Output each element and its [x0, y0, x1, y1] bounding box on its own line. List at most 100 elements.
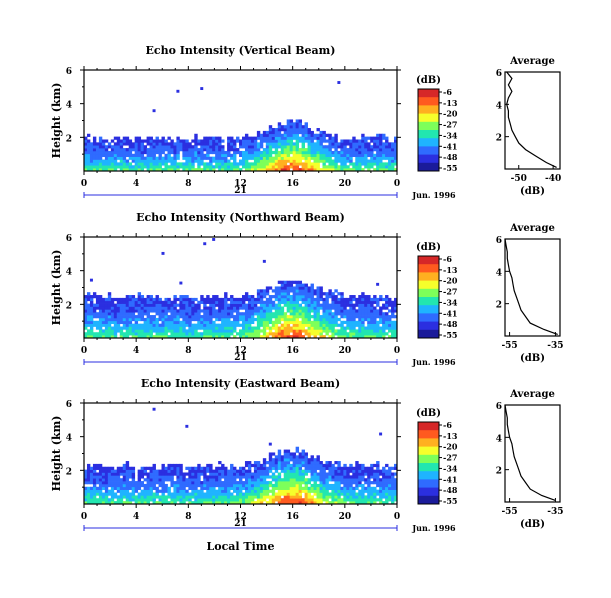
heatmap-cell	[268, 306, 273, 310]
heatmap-cell	[337, 323, 341, 327]
heatmap-cell	[358, 317, 362, 322]
heatmap-cell	[98, 495, 103, 499]
heatmap-cell	[149, 486, 153, 490]
heatmap-cell	[170, 162, 174, 166]
heatmap-cell	[286, 286, 291, 290]
heatmap-cell	[188, 150, 192, 155]
heatmap-cell	[337, 317, 341, 322]
heatmap-cell	[98, 329, 103, 333]
heatmap-cell	[328, 461, 332, 465]
heatmap-cell	[218, 150, 222, 155]
heatmap-cell	[104, 309, 109, 313]
heatmap-cell	[259, 463, 264, 468]
heatmap-cell	[289, 458, 294, 462]
heatmap-cell	[367, 150, 371, 155]
heatmap-cell	[113, 303, 118, 307]
heatmap-cell	[128, 148, 133, 152]
heatmap-cell	[319, 492, 323, 496]
heatmap-cell	[125, 478, 130, 482]
heatmap-cell	[316, 501, 320, 505]
heatmap-cell	[194, 481, 198, 485]
heatmap-cell	[352, 329, 356, 333]
heatmap-cell	[119, 297, 124, 302]
heatmap-cell	[104, 466, 109, 470]
heatmap-cell	[173, 320, 177, 324]
heatmap-cell	[131, 475, 136, 479]
heatmap-cell	[376, 165, 380, 169]
heatmap-cell	[376, 159, 380, 163]
heatmap-cell	[122, 148, 127, 152]
heatmap-cell	[277, 297, 282, 302]
heatmap-cell	[86, 495, 91, 499]
heatmap-cell	[274, 286, 279, 290]
heatmap-cell	[140, 489, 145, 493]
heatmap-cell	[388, 159, 392, 163]
colorbar-tick-label: -48	[443, 152, 458, 162]
heatmap-cell	[137, 142, 142, 146]
heatmap-cell	[116, 501, 121, 505]
average-title: Average	[509, 56, 555, 67]
heatmap-cell	[209, 335, 213, 339]
heatmap-cell	[265, 289, 270, 293]
heatmap-cell	[84, 159, 88, 163]
heatmap-cell	[370, 315, 374, 319]
heatmap-cell	[265, 472, 270, 476]
heatmap-cell	[185, 162, 189, 166]
heatmap-cell	[256, 495, 261, 499]
heatmap-cell	[313, 312, 317, 316]
heatmap-cell	[250, 486, 255, 490]
heatmap-cell	[394, 153, 398, 157]
heatmap-cell	[218, 332, 222, 336]
heatmap-cell	[361, 332, 365, 336]
heatmap-cell	[271, 145, 276, 149]
heatmap-cell	[376, 320, 380, 324]
y-tick-label: 4	[66, 434, 72, 444]
heatmap-cell	[194, 332, 198, 336]
heatmap-cell	[191, 469, 195, 473]
heatmap-cell	[382, 495, 386, 499]
heatmap-cell	[388, 483, 392, 488]
heatmap-cell	[283, 452, 288, 456]
heatmap-cell	[191, 162, 195, 166]
x-tick-label: 0	[394, 512, 400, 522]
heatmap-cell	[289, 283, 294, 287]
heatmap-cell	[200, 300, 204, 304]
heatmap-cell	[221, 469, 225, 473]
heatmap-cell	[95, 323, 100, 327]
heatmap-cell	[152, 156, 156, 160]
heatmap-cell	[128, 162, 133, 166]
heatmap-cell	[280, 329, 285, 333]
heatmap-cell	[170, 472, 174, 476]
heatmap-cell	[128, 153, 133, 157]
heatmap-cell	[346, 168, 350, 172]
heatmap-cell	[388, 469, 392, 473]
heatmap-cell	[358, 148, 362, 152]
heatmap-cell	[334, 481, 338, 485]
heatmap-cell	[167, 315, 171, 319]
heatmap-cell	[334, 148, 338, 152]
heatmap-cell	[370, 309, 374, 313]
heatmap-cell	[89, 156, 94, 160]
heatmap-cell	[388, 153, 392, 157]
heatmap-cell	[188, 312, 192, 316]
heatmap-cell	[265, 312, 270, 316]
heatmap-cell	[313, 153, 317, 157]
heatmap-cell	[322, 463, 326, 468]
heatmap-cell	[325, 150, 329, 155]
heatmap-cell	[301, 335, 305, 339]
heatmap-cell	[343, 332, 347, 336]
heatmap-cell	[227, 309, 231, 313]
heatmap-cell	[253, 148, 258, 152]
heatmap-cell	[379, 329, 383, 333]
heatmap-cell	[170, 148, 174, 152]
heatmap-cell	[328, 317, 332, 322]
heatmap-cell	[244, 478, 249, 482]
heatmap-cell	[200, 159, 204, 163]
heatmap-cell	[170, 466, 174, 470]
heatmap-cell	[86, 332, 91, 336]
heatmap-cell	[346, 489, 350, 493]
heatmap-cell	[134, 315, 139, 319]
heatmap-cell	[131, 315, 136, 319]
heatmap-cell	[84, 315, 88, 319]
heatmap-cell	[256, 142, 261, 146]
